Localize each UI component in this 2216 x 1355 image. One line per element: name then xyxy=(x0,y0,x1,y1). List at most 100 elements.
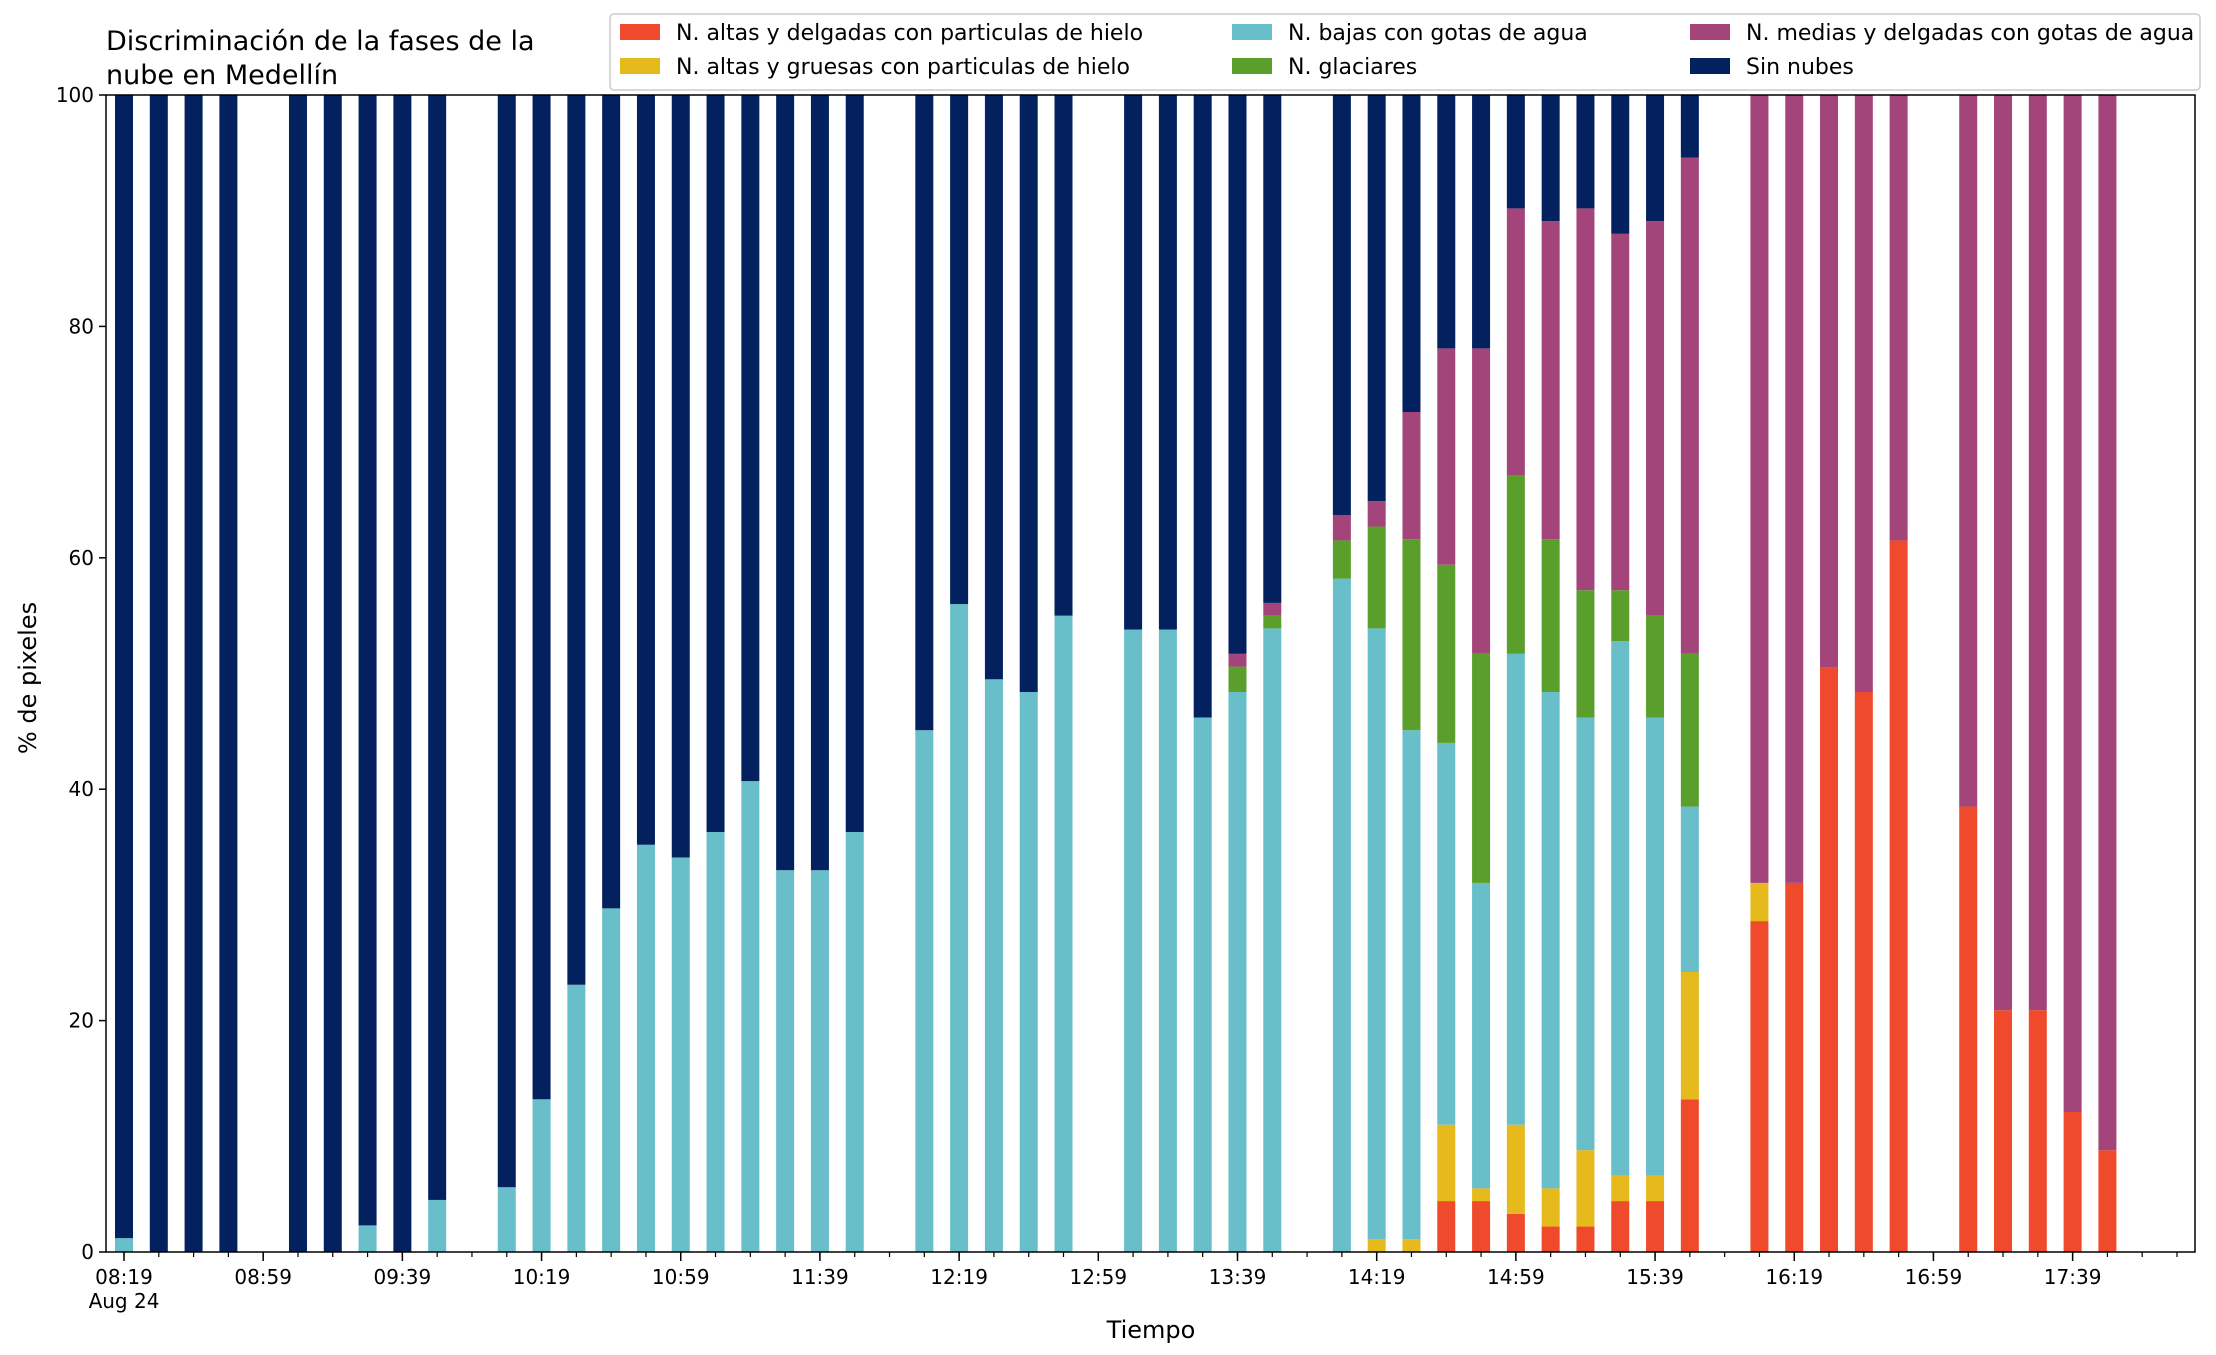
bar-segment-sin-nubes xyxy=(358,95,377,1226)
plot-frame xyxy=(105,94,2196,1253)
chart-title: Discriminación de la fases de la nube en… xyxy=(106,26,543,91)
bar-segment-medias-agua xyxy=(2098,95,2117,1151)
legend-label: N. altas y gruesas con particulas de hie… xyxy=(676,55,1130,80)
bar-segment-sin-nubes xyxy=(428,95,447,1200)
bar-segment-sin-nubes xyxy=(1019,95,1038,693)
bar-segment-bajas-agua xyxy=(915,730,934,1252)
x-tick-sublabel: Aug 24 xyxy=(89,1289,160,1313)
bar-segment-glaciares xyxy=(1646,615,1665,718)
bar-segment-medias-agua xyxy=(1750,95,1769,883)
bar-segment-sin-nubes xyxy=(393,95,412,1252)
bar-segment-bajas-agua xyxy=(602,908,621,1252)
bar-segment-altas-delgadas xyxy=(1889,540,1908,1252)
bar-segment-bajas-agua xyxy=(1402,730,1421,1240)
bar-segment-bajas-agua xyxy=(1576,717,1595,1151)
legend-swatch xyxy=(1690,58,1730,74)
bar-segment-sin-nubes xyxy=(184,95,203,1252)
bar-segment-medias-agua xyxy=(1959,95,1978,807)
x-tick-label: 10:19 xyxy=(513,1265,571,1289)
bar-segment-altas-delgadas xyxy=(1854,692,1873,1252)
bar-segment-sin-nubes xyxy=(567,95,586,985)
legend-label: N. bajas con gotas de agua xyxy=(1288,21,1588,46)
bar-segment-sin-nubes xyxy=(1402,95,1421,413)
bar-segment-sin-nubes xyxy=(219,95,238,1252)
bar-segment-altas-delgadas xyxy=(1576,1226,1595,1252)
bar-segment-glaciares xyxy=(1541,539,1560,693)
bar-segment-bajas-agua xyxy=(1472,882,1491,1189)
x-tick-label: 14:59 xyxy=(1487,1265,1545,1289)
x-tick-label: 08:19 xyxy=(95,1265,153,1289)
bar-segment-altas-gruesas xyxy=(1541,1188,1560,1227)
bar-segment-bajas-agua xyxy=(1506,653,1525,1125)
bar-segment-medias-agua xyxy=(1854,95,1873,693)
bar-segment-sin-nubes xyxy=(115,95,133,1239)
bar-segment-altas-delgadas xyxy=(1506,1213,1525,1252)
x-tick-label: 12:59 xyxy=(1069,1265,1127,1289)
bar-segment-bajas-agua xyxy=(115,1238,133,1252)
bar-segment-altas-gruesas xyxy=(1750,882,1769,922)
bar-segment-sin-nubes xyxy=(1611,95,1630,234)
x-tick-label: 16:59 xyxy=(1905,1265,1963,1289)
bar-segment-altas-delgadas xyxy=(2028,1010,2047,1252)
y-tick-label: 0 xyxy=(81,1240,94,1264)
bar-segment-glaciares xyxy=(1472,653,1491,883)
bar-segment-medias-agua xyxy=(1367,501,1386,527)
bar-segment-glaciares xyxy=(1263,615,1282,629)
bar-segment-medias-agua xyxy=(1332,514,1351,541)
bar-segment-sin-nubes xyxy=(1680,95,1699,158)
bar-segment-sin-nubes xyxy=(1437,95,1456,349)
legend-label: N. glaciares xyxy=(1288,55,1417,80)
bar-segment-sin-nubes xyxy=(1158,95,1177,630)
legend-swatch xyxy=(1232,24,1272,40)
x-tick-label: 13:39 xyxy=(1209,1265,1267,1289)
bar-segment-altas-gruesas xyxy=(1611,1175,1630,1202)
bar-segment-altas-delgadas xyxy=(1820,667,1839,1252)
bar-segment-sin-nubes xyxy=(984,95,1003,680)
bar-segment-glaciares xyxy=(1402,539,1421,731)
bar-segment-altas-delgadas xyxy=(1994,1010,2013,1252)
x-tick-label: 17:39 xyxy=(2044,1265,2102,1289)
bar-segment-medias-agua xyxy=(1472,348,1491,654)
bar-segment-glaciares xyxy=(1437,564,1456,743)
bar-segment-medias-agua xyxy=(1994,95,2013,1011)
legend-label: Sin nubes xyxy=(1746,55,1854,80)
bar-segment-bajas-agua xyxy=(671,857,690,1252)
bar-segment-bajas-agua xyxy=(984,679,1003,1252)
bar-segment-sin-nubes xyxy=(845,95,864,833)
bar-segment-bajas-agua xyxy=(532,1099,551,1252)
bar-segment-medias-agua xyxy=(2063,95,2082,1112)
bar-segment-sin-nubes xyxy=(915,95,934,731)
bar-segment-altas-gruesas xyxy=(1576,1150,1595,1227)
y-tick-label: 100 xyxy=(56,83,94,107)
bar-segment-bajas-agua xyxy=(1054,615,1073,1252)
bar-segment-bajas-agua xyxy=(497,1187,516,1252)
bar-segment-medias-agua xyxy=(1228,653,1247,667)
bar-segment-altas-delgadas xyxy=(1437,1201,1456,1252)
x-tick-label: 15:39 xyxy=(1626,1265,1684,1289)
legend-label: N. altas y delgadas con particulas de hi… xyxy=(676,21,1143,46)
bar-segment-glaciares xyxy=(1680,653,1699,807)
bar-segment-bajas-agua xyxy=(1193,717,1212,1252)
bar-segment-medias-agua xyxy=(1576,208,1595,591)
bar-segment-sin-nubes xyxy=(1541,95,1560,222)
bar-segment-sin-nubes xyxy=(602,95,621,909)
bar-segment-medias-agua xyxy=(1785,95,1804,883)
legend-box xyxy=(609,13,2201,91)
x-tick-label: 08:59 xyxy=(234,1265,292,1289)
bar-segment-bajas-agua xyxy=(741,781,760,1252)
bar-segment-sin-nubes xyxy=(1646,95,1665,222)
bar-segment-sin-nubes xyxy=(497,95,516,1188)
bar-segment-bajas-agua xyxy=(1019,692,1038,1252)
bar-segment-medias-agua xyxy=(1680,157,1699,654)
bar-segment-glaciares xyxy=(1367,526,1386,629)
legend-label: N. medias y delgadas con gotas de agua xyxy=(1746,21,2194,46)
bar-segment-sin-nubes xyxy=(1367,95,1386,502)
bar-segment-glaciares xyxy=(1506,475,1525,654)
bar-segment-altas-delgadas xyxy=(1541,1226,1560,1252)
y-axis-label: % de pixeles xyxy=(14,602,42,754)
bar-segment-altas-delgadas xyxy=(1959,806,1978,1252)
x-tick-label: 14:19 xyxy=(1348,1265,1406,1289)
bar-segment-sin-nubes xyxy=(1054,95,1073,616)
bar-segment-sin-nubes xyxy=(1263,95,1282,603)
